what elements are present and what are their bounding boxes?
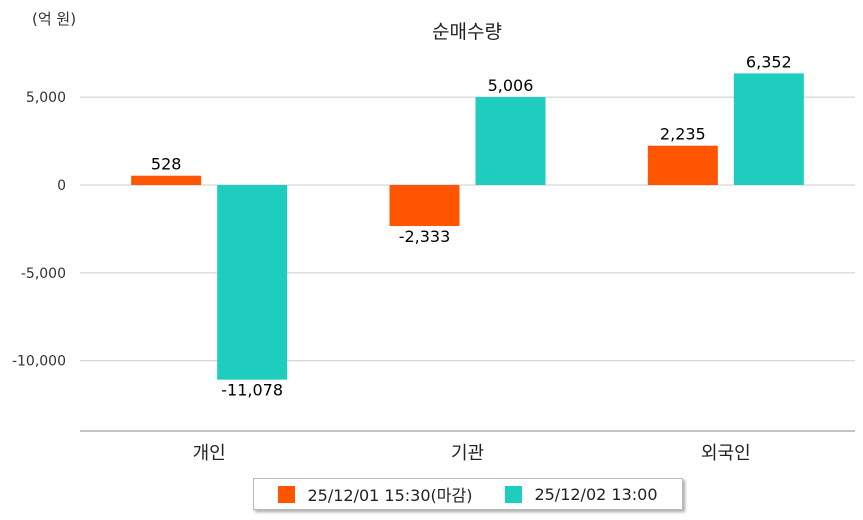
legend-label-series-2: 25/12/02 13:00 <box>534 484 658 504</box>
x-tick-label: 외국인 <box>701 443 751 464</box>
data-label: -11,078 <box>221 381 283 400</box>
legend-item-series-1[interactable]: 25/12/01 15:30(마감) <box>278 482 472 506</box>
bar-series-2-2[interactable] <box>475 97 546 185</box>
bar-series-1-3[interactable] <box>647 145 718 185</box>
chart-title: 순매수량 <box>432 21 502 43</box>
y-tick-label: -10,000 <box>12 354 66 370</box>
data-label: 5,006 <box>488 76 534 95</box>
y-tick-label: 0 <box>57 178 66 194</box>
bar-series-2-3[interactable] <box>733 73 804 185</box>
x-tick-label: 기관 <box>451 443 484 464</box>
legend-label-series-1: 25/12/01 15:30(마감) <box>307 486 473 505</box>
data-label: 6,352 <box>746 52 792 71</box>
data-label: -2,333 <box>399 227 451 246</box>
legend-item-series-2[interactable]: 25/12/02 13:00 <box>505 484 658 504</box>
y-tick-label: -5,000 <box>21 266 66 282</box>
labels-layer: 528 -11,078 -2,333 5,006 2,235 6,352 <box>151 52 792 399</box>
y-unit-label: (억 원) <box>32 10 76 28</box>
y-tick-label: 5,000 <box>26 90 66 106</box>
data-label: 528 <box>151 155 182 174</box>
grid-layer: 5,000 0 -5,000 -10,000 <box>12 90 855 370</box>
x-tick-label: 개인 <box>193 443 226 464</box>
bar-series-2-1[interactable] <box>217 185 288 380</box>
bar-series-1-2[interactable] <box>389 185 460 226</box>
bar-series-1-1[interactable] <box>131 175 202 185</box>
axis-layer: 개인 기관 외국인 <box>80 430 855 464</box>
legend-swatch-series-2 <box>505 485 523 503</box>
legend-swatch-series-1 <box>278 485 296 503</box>
legend: 25/12/01 15:30(마감) 25/12/02 13:00 <box>253 478 683 510</box>
data-label: 2,235 <box>660 125 706 144</box>
bars-layer <box>131 73 804 380</box>
